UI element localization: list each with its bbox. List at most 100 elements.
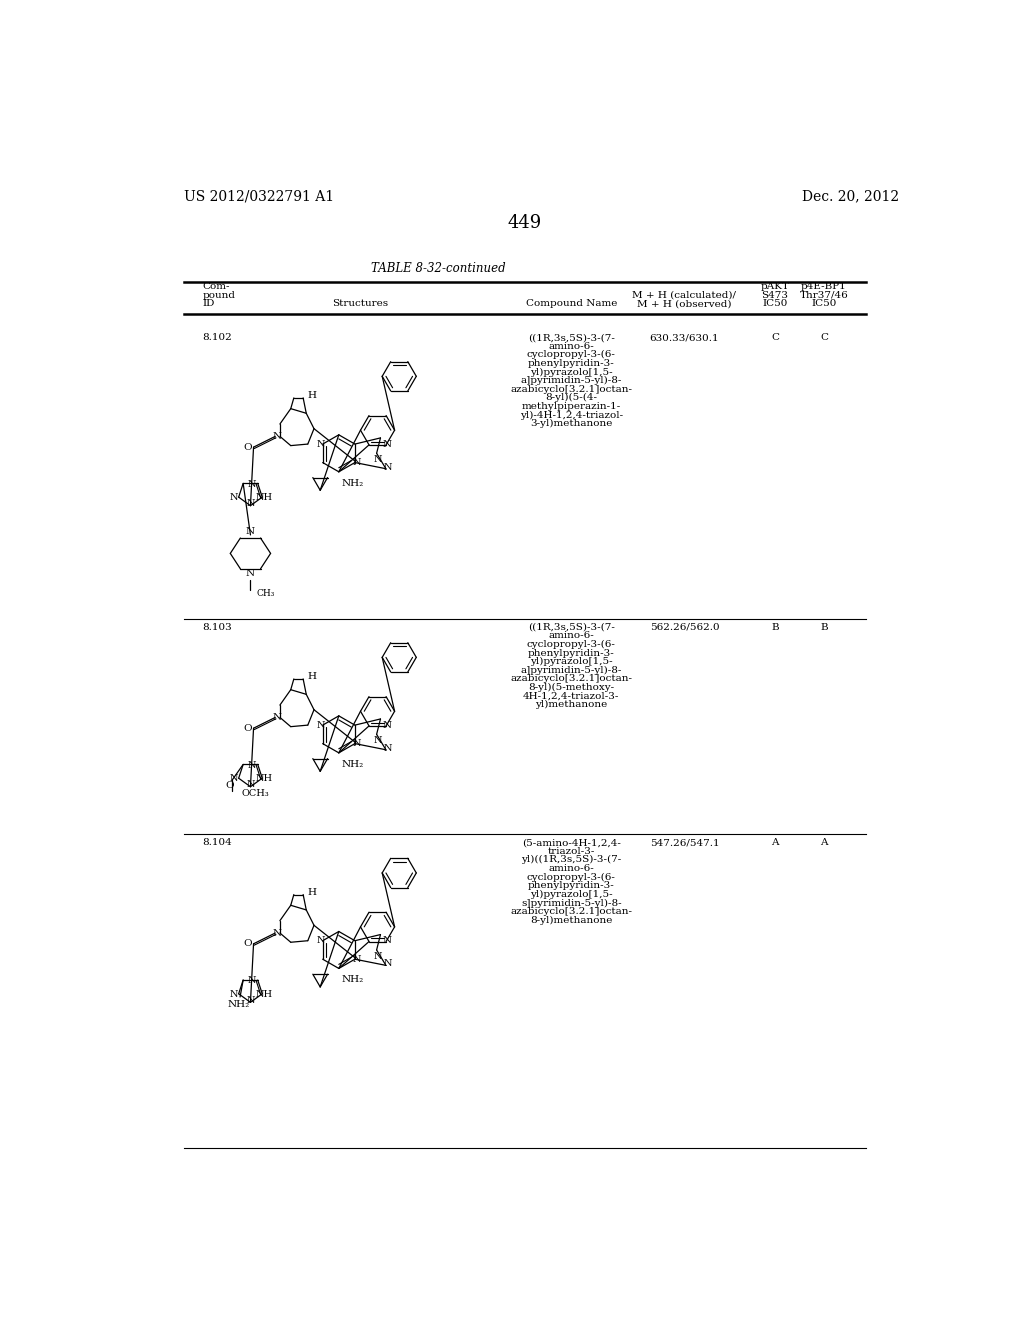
- Text: 562.26/562.0: 562.26/562.0: [649, 623, 719, 632]
- Text: s]pyrimidin-5-yl)-8-: s]pyrimidin-5-yl)-8-: [521, 899, 622, 908]
- Text: N: N: [229, 494, 239, 503]
- Text: N: N: [272, 432, 282, 441]
- Text: 547.26/547.1: 547.26/547.1: [649, 838, 719, 847]
- Text: N: N: [272, 713, 282, 722]
- Text: N: N: [272, 928, 282, 937]
- Text: N: N: [247, 977, 256, 985]
- Text: A: A: [820, 838, 827, 847]
- Text: N: N: [316, 721, 326, 730]
- Text: N: N: [229, 990, 239, 999]
- Text: N: N: [246, 569, 255, 578]
- Text: N: N: [383, 960, 392, 969]
- Text: azabicyclo[3.2.1]octan-: azabicyclo[3.2.1]octan-: [510, 385, 632, 393]
- Text: methylpiperazin-1-: methylpiperazin-1-: [521, 403, 621, 411]
- Text: N: N: [383, 463, 392, 471]
- Text: Structures: Structures: [333, 300, 388, 309]
- Text: O: O: [225, 781, 233, 791]
- Text: N: N: [229, 775, 239, 784]
- Text: azabicyclo[3.2.1]octan-: azabicyclo[3.2.1]octan-: [510, 675, 632, 684]
- Text: phenylpyridin-3-: phenylpyridin-3-: [528, 882, 614, 891]
- Text: N: N: [247, 479, 256, 488]
- Text: cyclopropyl-3-(6-: cyclopropyl-3-(6-: [527, 873, 615, 882]
- Text: O: O: [244, 723, 253, 733]
- Text: NH₂: NH₂: [342, 975, 364, 985]
- Text: 8-yl)(5-methoxy-: 8-yl)(5-methoxy-: [528, 682, 614, 692]
- Text: 3-yl)methanone: 3-yl)methanone: [530, 420, 612, 429]
- Text: N: N: [246, 780, 255, 789]
- Text: a]pyrimidin-5-yl)-8-: a]pyrimidin-5-yl)-8-: [520, 665, 622, 675]
- Text: NH₂: NH₂: [342, 479, 364, 488]
- Text: 4H-1,2,4-triazol-3-: 4H-1,2,4-triazol-3-: [523, 692, 620, 701]
- Text: H: H: [308, 391, 316, 400]
- Text: yl)pyrazolo[1,5-: yl)pyrazolo[1,5-: [530, 657, 612, 667]
- Text: N: N: [246, 528, 255, 536]
- Text: M + H (observed): M + H (observed): [637, 300, 732, 309]
- Text: TABLE 8-32-continued: TABLE 8-32-continued: [371, 263, 505, 276]
- Text: triazol-3-: triazol-3-: [548, 847, 595, 855]
- Text: N: N: [246, 499, 255, 508]
- Text: N: N: [382, 440, 391, 449]
- Text: ((1R,3s,5S)-3-(7-: ((1R,3s,5S)-3-(7-: [527, 333, 614, 342]
- Text: 630.33/630.1: 630.33/630.1: [649, 333, 719, 342]
- Text: 8-yl)methanone: 8-yl)methanone: [530, 916, 612, 925]
- Text: B: B: [820, 623, 827, 632]
- Text: N: N: [316, 936, 326, 945]
- Text: NH: NH: [255, 990, 272, 999]
- Text: N: N: [352, 458, 360, 467]
- Text: a]pyrimidin-5-yl)-8-: a]pyrimidin-5-yl)-8-: [520, 376, 622, 385]
- Text: Dec. 20, 2012: Dec. 20, 2012: [802, 190, 899, 203]
- Text: O: O: [244, 940, 253, 948]
- Text: CH₃: CH₃: [257, 589, 275, 598]
- Text: 449: 449: [508, 214, 542, 232]
- Text: N: N: [246, 995, 255, 1005]
- Text: NH₂: NH₂: [227, 1001, 250, 1010]
- Text: C: C: [820, 333, 828, 342]
- Text: 8.104: 8.104: [203, 838, 232, 847]
- Text: 8.103: 8.103: [203, 623, 232, 632]
- Text: 8-yl)(5-(4-: 8-yl)(5-(4-: [546, 393, 597, 403]
- Text: M + H (calculated)/: M + H (calculated)/: [633, 290, 736, 300]
- Text: N: N: [352, 739, 360, 748]
- Text: yl)methanone: yl)methanone: [536, 700, 607, 709]
- Text: N: N: [373, 737, 382, 744]
- Text: 8.102: 8.102: [203, 333, 232, 342]
- Text: N: N: [373, 952, 382, 961]
- Text: amino-6-: amino-6-: [549, 865, 594, 873]
- Text: OCH₃: OCH₃: [242, 789, 269, 799]
- Text: ID: ID: [203, 300, 215, 309]
- Text: NH: NH: [255, 775, 272, 784]
- Text: IC50: IC50: [811, 300, 837, 309]
- Text: phenylpyridin-3-: phenylpyridin-3-: [528, 648, 614, 657]
- Text: O: O: [244, 442, 253, 451]
- Text: N: N: [316, 440, 326, 449]
- Text: NH₂: NH₂: [342, 760, 364, 768]
- Text: S473: S473: [762, 290, 788, 300]
- Text: N: N: [382, 721, 391, 730]
- Text: H: H: [308, 672, 316, 681]
- Text: ((1R,3s,5S)-3-(7-: ((1R,3s,5S)-3-(7-: [527, 623, 614, 632]
- Text: A: A: [771, 838, 779, 847]
- Text: yl)((1R,3s,5S)-3-(7-: yl)((1R,3s,5S)-3-(7-: [521, 855, 622, 865]
- Text: NH: NH: [255, 494, 272, 503]
- Text: azabicyclo[3.2.1]octan-: azabicyclo[3.2.1]octan-: [510, 907, 632, 916]
- Text: Thr37/46: Thr37/46: [800, 290, 848, 300]
- Text: amino-6-: amino-6-: [549, 631, 594, 640]
- Text: (5-amino-4H-1,2,4-: (5-amino-4H-1,2,4-: [522, 838, 621, 847]
- Text: pAKT: pAKT: [761, 282, 790, 292]
- Text: Com-: Com-: [203, 282, 230, 292]
- Text: N: N: [382, 936, 391, 945]
- Text: IC50: IC50: [763, 300, 787, 309]
- Text: Compound Name: Compound Name: [525, 300, 617, 309]
- Text: US 2012/0322791 A1: US 2012/0322791 A1: [183, 190, 334, 203]
- Text: C: C: [771, 333, 779, 342]
- Text: N: N: [383, 743, 392, 752]
- Text: amino-6-: amino-6-: [549, 342, 594, 351]
- Text: cyclopropyl-3-(6-: cyclopropyl-3-(6-: [527, 640, 615, 649]
- Text: N: N: [373, 455, 382, 463]
- Text: yl)pyrazolo[1,5-: yl)pyrazolo[1,5-: [530, 367, 612, 376]
- Text: p4E-BP1: p4E-BP1: [801, 282, 847, 292]
- Text: N: N: [352, 954, 360, 964]
- Text: H: H: [308, 888, 316, 896]
- Text: yl)pyrazolo[1,5-: yl)pyrazolo[1,5-: [530, 890, 612, 899]
- Text: N: N: [247, 760, 256, 770]
